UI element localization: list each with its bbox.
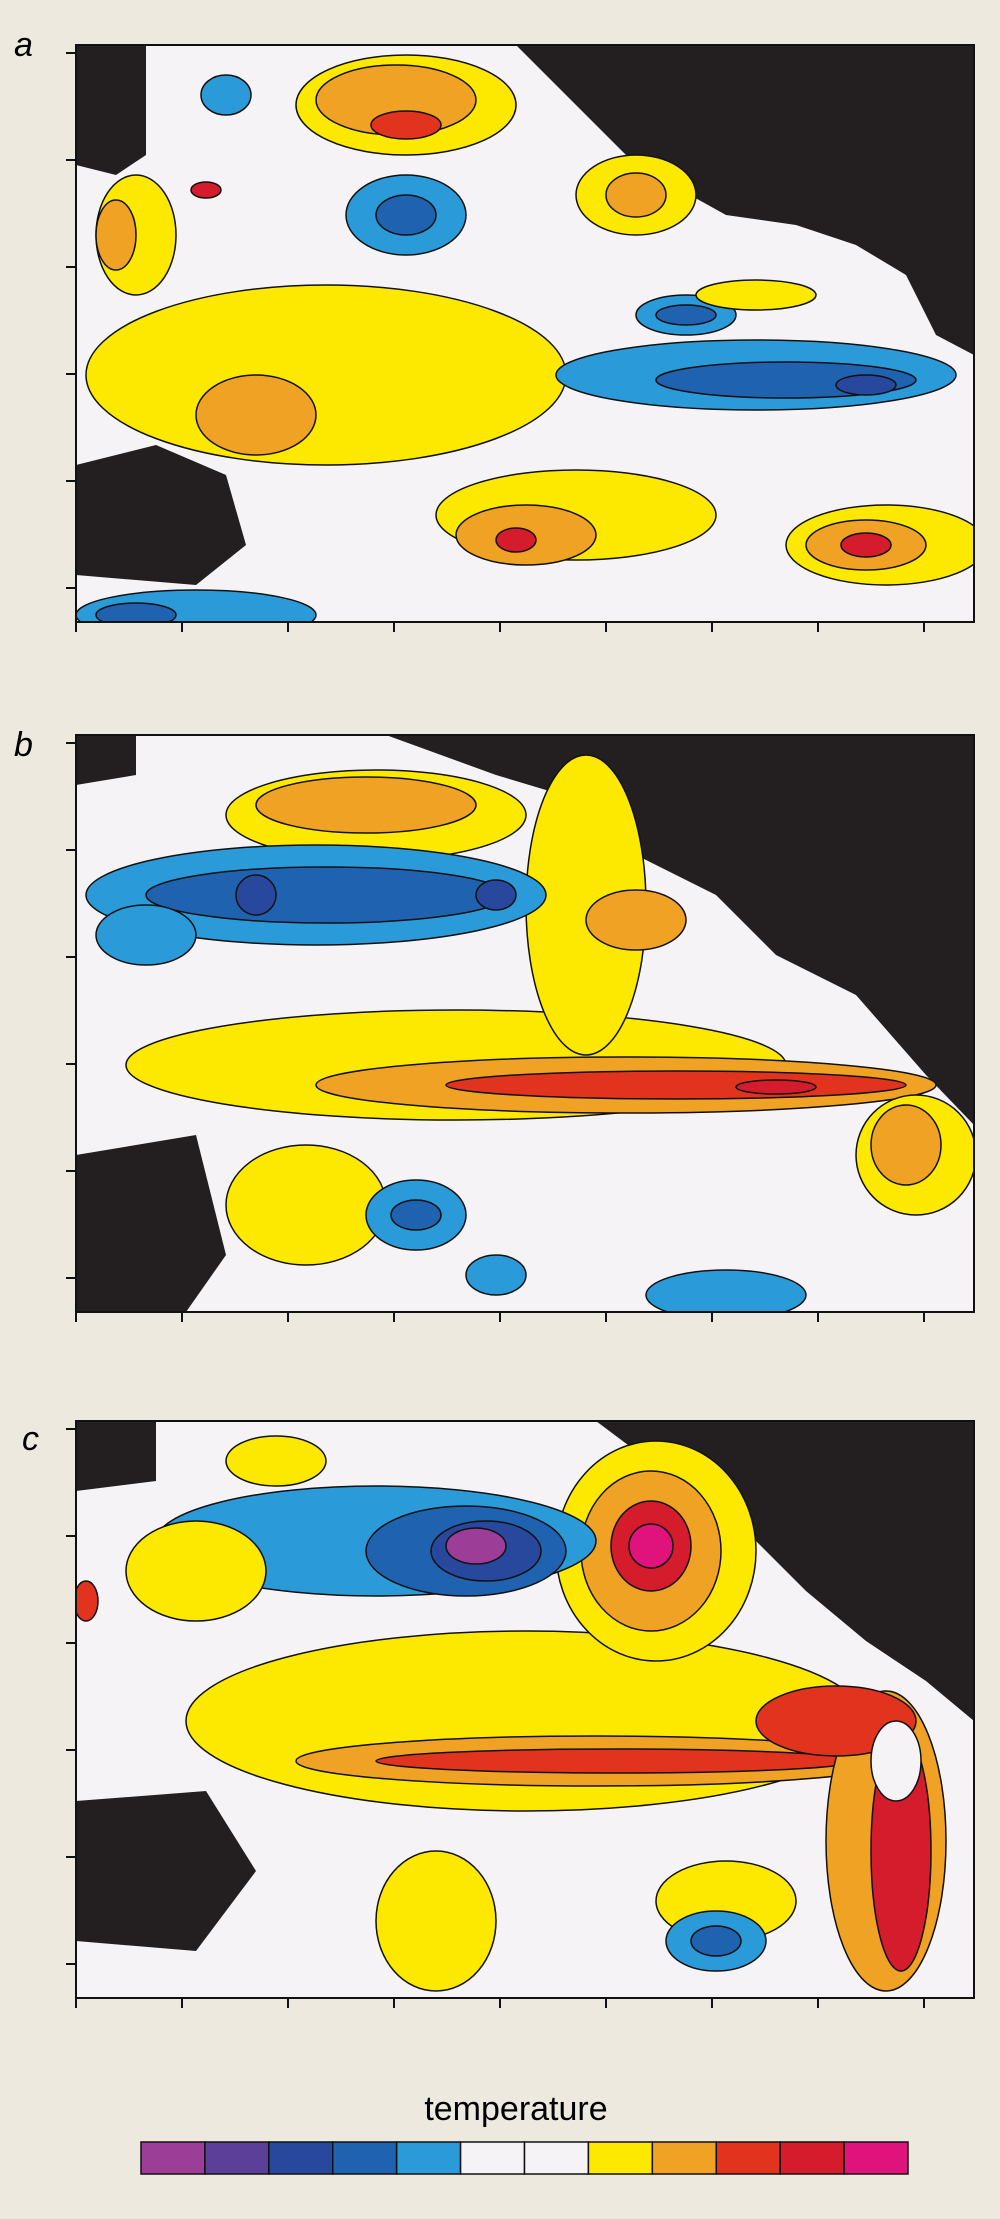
contours <box>76 1421 974 1992</box>
colorbar-swatch <box>204 2141 270 2175</box>
colorbar-swatch <box>843 2141 909 2175</box>
colorbar-swatch <box>715 2141 781 2175</box>
contour-region <box>840 532 892 558</box>
contour-region <box>495 527 537 553</box>
contour-region <box>465 1254 527 1296</box>
contour-region <box>76 1580 99 1622</box>
contour-region <box>125 1520 267 1622</box>
contour-region <box>835 374 897 396</box>
contour-region <box>390 1199 442 1231</box>
contour-region <box>445 1527 507 1565</box>
land <box>386 735 974 1125</box>
map-frame <box>75 734 975 1313</box>
contour-region <box>655 304 717 326</box>
contour-region <box>605 172 667 218</box>
contour-region <box>255 776 477 834</box>
contour-region <box>225 1435 327 1487</box>
map-frame <box>75 1420 975 1999</box>
map-panel <box>66 734 975 1322</box>
contour-region <box>628 1523 674 1569</box>
colorbar-swatch <box>395 2141 462 2175</box>
contour-region <box>190 181 222 199</box>
land <box>76 735 136 785</box>
colorbar-label: temperature <box>424 2090 607 2128</box>
contour-region <box>645 1269 807 1312</box>
map-frame <box>75 44 975 623</box>
land <box>516 45 974 355</box>
land <box>596 1421 974 1721</box>
colorbar-swatch <box>268 2141 334 2175</box>
contour-region <box>735 1079 817 1095</box>
map-panel <box>66 1420 975 2008</box>
panel-label: c <box>22 1420 39 1458</box>
contour-region <box>690 1925 742 1957</box>
colorbar-swatch <box>779 2141 845 2175</box>
land <box>76 445 246 585</box>
contour-region <box>370 110 442 140</box>
land <box>76 1135 226 1312</box>
land <box>76 45 146 175</box>
contour-region <box>475 879 517 911</box>
colorbar-swatch <box>140 2141 206 2175</box>
map-panel <box>66 44 975 632</box>
contour-region <box>145 866 507 924</box>
contour-region <box>870 1720 922 1802</box>
contour-region <box>85 284 567 466</box>
contours <box>76 45 974 622</box>
land <box>76 1791 256 1951</box>
contour-region <box>235 874 277 916</box>
colorbar-swatch <box>523 2141 590 2175</box>
contour-region <box>195 374 317 456</box>
contour-region <box>695 279 817 311</box>
contours <box>76 735 974 1312</box>
contour-region <box>375 1748 857 1774</box>
contour-region <box>95 199 137 271</box>
colorbar-swatch <box>587 2141 654 2175</box>
colorbar-swatch <box>332 2141 398 2175</box>
contour-region <box>870 1104 942 1186</box>
contour-region <box>375 1850 497 1992</box>
contour-region <box>200 74 252 116</box>
contour-region <box>375 194 437 236</box>
contour-region <box>585 889 687 951</box>
colorbar-swatch <box>651 2141 717 2175</box>
panel-label: a <box>14 26 33 64</box>
contour-region <box>95 602 177 622</box>
panel-label: b <box>14 726 33 764</box>
contour-region <box>95 904 197 966</box>
land <box>76 1421 156 1491</box>
contour-region <box>225 1144 387 1266</box>
contour-region <box>445 1070 907 1100</box>
colorbar-swatch <box>459 2141 526 2175</box>
